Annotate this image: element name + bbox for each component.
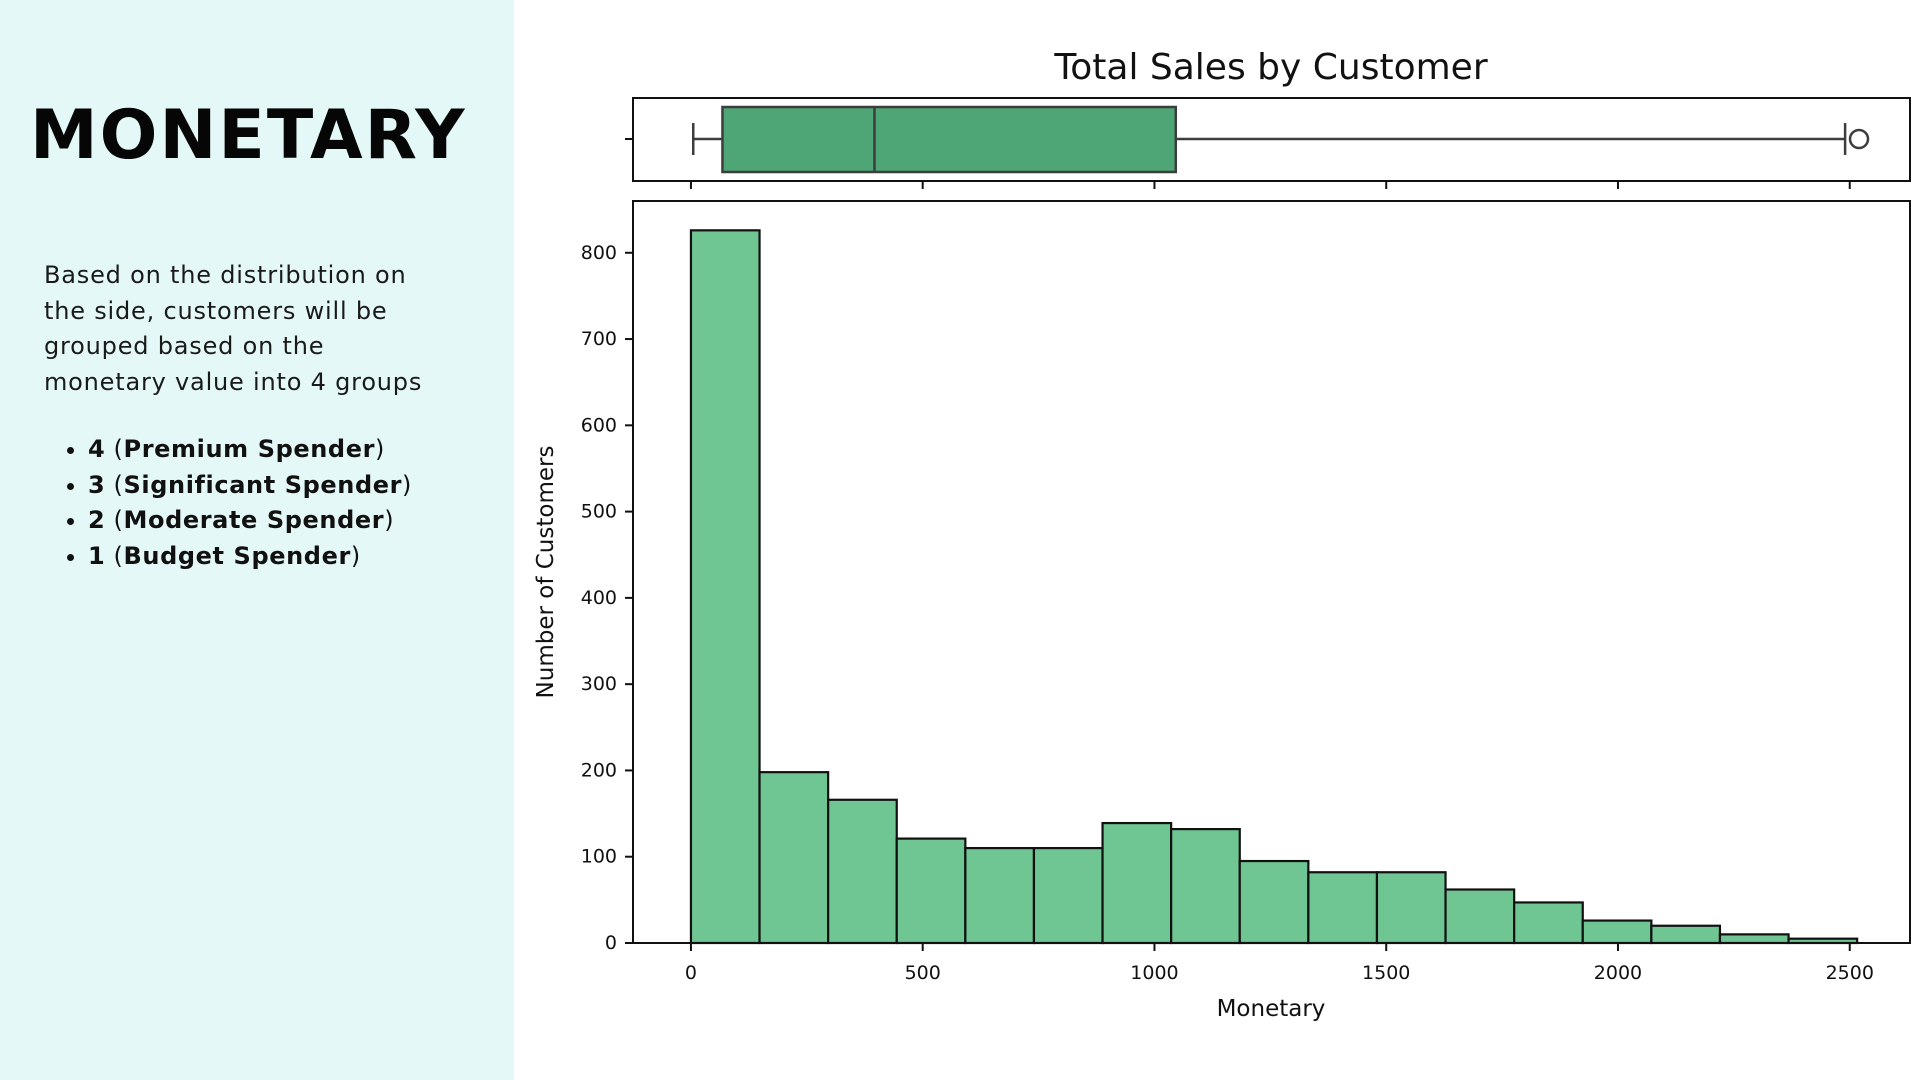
x-tick-label: 2500: [1826, 962, 1874, 984]
histogram-bar: [895, 837, 967, 945]
histogram-bar: [1787, 937, 1859, 945]
y-tick-label: 400: [581, 587, 617, 609]
x-axis-label: Monetary: [1217, 996, 1326, 1022]
histogram-bar: [1101, 821, 1173, 945]
y-tick-label: 700: [581, 328, 617, 350]
y-tick-label: 100: [581, 846, 617, 868]
y-tick-label: 500: [581, 501, 617, 523]
boxplot-panel: [625, 97, 1911, 189]
histogram-bar: [758, 771, 830, 945]
description-text: Based on the distribution on the side, c…: [44, 261, 423, 396]
histogram-bar: [1650, 924, 1722, 945]
outlier-point: [1848, 128, 1870, 150]
y-tick-label: 600: [581, 414, 617, 436]
histogram-bar: [1307, 871, 1379, 945]
histogram-bar: [1375, 871, 1447, 945]
histogram-panel: 0 100 200 300 400 500 600 700 800 0 500 1000 1500 200…: [581, 200, 1911, 984]
boxplot-box: [721, 105, 1178, 174]
histogram-bar: [1718, 933, 1790, 945]
x-tick-label: 500: [905, 962, 941, 984]
histogram-bar: [1032, 846, 1104, 945]
list-item: 3 (Significant Spender): [88, 468, 412, 504]
y-tick-label: 0: [605, 932, 617, 954]
y-tick-label: 300: [581, 673, 617, 695]
x-tick-label: 0: [685, 962, 697, 984]
histogram-bar: [1238, 859, 1310, 945]
page-title: MONETARY: [30, 96, 467, 175]
y-axis-label: Number of Customers: [533, 446, 559, 699]
x-tick-label: 1500: [1362, 962, 1410, 984]
group-list: 4 (Premium Spender) 3 (Significant Spend…: [44, 432, 412, 574]
sidebar-panel: MONETARY Based on the distribution on th…: [0, 0, 514, 1080]
y-tick-label: 800: [581, 242, 617, 264]
histogram-bar: [1170, 828, 1241, 945]
y-tick-label: 200: [581, 759, 617, 781]
chart-title: Total Sales by Customer: [1053, 47, 1487, 88]
histogram-bar: [827, 798, 898, 945]
histogram-bar: [964, 846, 1036, 945]
histogram-bar: [1513, 901, 1584, 945]
x-tick-label: 1000: [1130, 962, 1178, 984]
x-tick-label: 2000: [1594, 962, 1642, 984]
histogram-bar: [1581, 919, 1653, 945]
list-item: 2 (Moderate Spender): [88, 503, 412, 539]
list-item: 1 (Budget Spender): [88, 539, 412, 575]
list-item: 4 (Premium Spender): [88, 432, 412, 468]
histogram-bar: [1444, 888, 1516, 945]
histogram-bar: [689, 229, 761, 945]
